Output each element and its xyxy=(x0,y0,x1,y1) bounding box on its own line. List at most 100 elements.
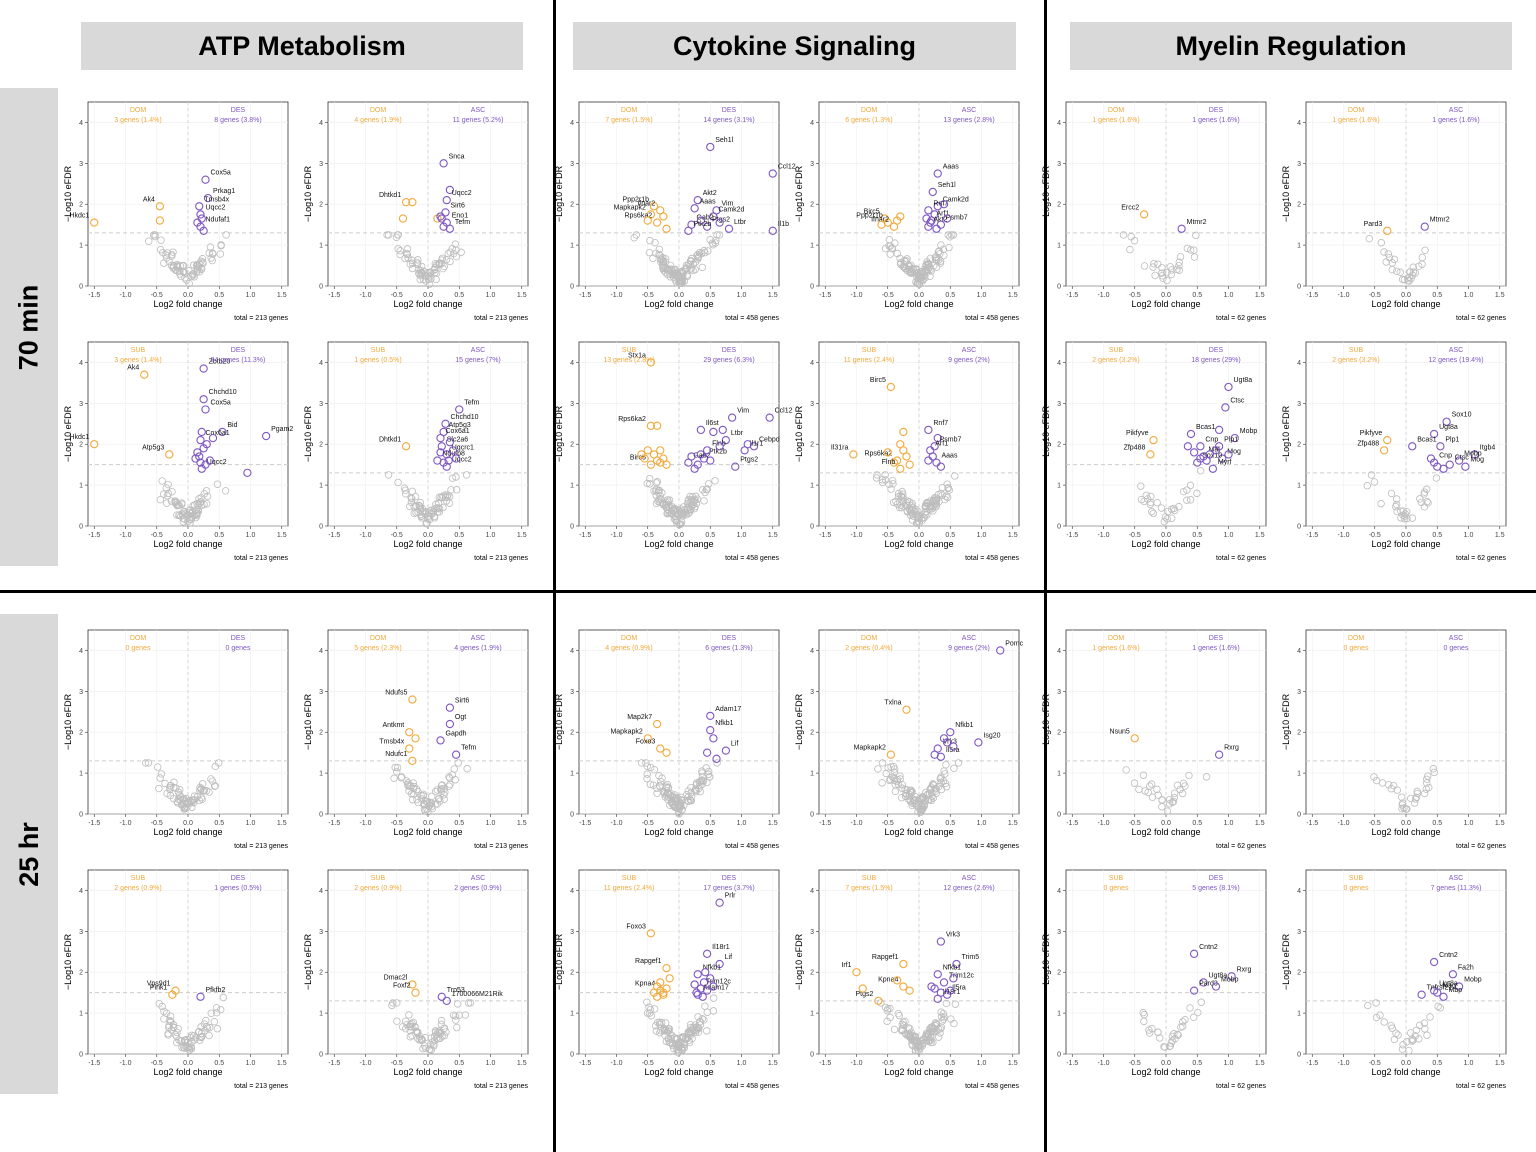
point-left-significant xyxy=(643,446,652,455)
point-nonsignificant xyxy=(926,786,935,794)
y-tick-label: 1 xyxy=(1297,483,1301,490)
gene-label: Arf1 xyxy=(935,440,948,447)
volcano-plot: -1.5 -1.0 -0.5 0.0 0.5 1.0 1.5 0 1 2 3 4 Dhtkd1 Snca U… xyxy=(303,101,528,322)
y-axis-label: −Log10 eFDR xyxy=(1281,405,1291,462)
point-nonsignificant xyxy=(205,788,213,796)
point-right-significant xyxy=(437,992,446,1001)
x-tick-label: 1.5 xyxy=(1008,532,1018,539)
point-right-significant xyxy=(1189,448,1199,457)
point-nonsignificant xyxy=(176,262,184,270)
gene-label: Tefm xyxy=(461,745,476,752)
point-nonsignificant xyxy=(406,1033,414,1041)
point-nonsignificant xyxy=(162,484,171,492)
point-nonsignificant xyxy=(661,1019,670,1027)
x-tick-label: 1.0 xyxy=(486,532,496,539)
point-nonsignificant xyxy=(1163,807,1172,815)
left-category-count: 2 genes (3.2%) xyxy=(1332,357,1379,364)
point-nonsignificant xyxy=(925,1025,934,1033)
point-right-significant xyxy=(1417,990,1426,999)
point-nonsignificant xyxy=(171,497,179,505)
point-nonsignificant xyxy=(216,250,225,258)
point-nonsignificant xyxy=(940,251,948,260)
y-tick-label: 0 xyxy=(810,284,814,291)
right-category-count: 6 genes (1.3%) xyxy=(705,645,752,652)
point-right-significant xyxy=(709,734,718,743)
y-axis-label: −Log10 eFDR xyxy=(63,165,73,222)
point-right-significant xyxy=(437,214,446,223)
gene-label: Gab2 xyxy=(693,453,710,460)
gene-label: Ltbr xyxy=(734,219,747,226)
point-nonsignificant xyxy=(940,767,948,775)
point-nonsignificant xyxy=(427,506,436,515)
point-right-significant xyxy=(201,175,210,184)
left-category-label: DOM xyxy=(370,107,387,114)
x-tick-label: -1.5 xyxy=(819,292,831,299)
point-right-significant xyxy=(932,224,941,233)
x-tick-label: -1.0 xyxy=(1097,820,1109,827)
gene-label: Mag xyxy=(1442,983,1456,990)
right-category-count: 5 genes (8.1%) xyxy=(1192,885,1239,892)
point-nonsignificant xyxy=(429,1040,438,1048)
x-tick-label: 1.0 xyxy=(737,292,747,299)
point-nonsignificant xyxy=(692,492,700,500)
x-tick-label: 1.5 xyxy=(277,820,287,827)
point-nonsignificant xyxy=(198,1032,206,1041)
y-tick-label: 1 xyxy=(1057,483,1061,490)
point-right-significant xyxy=(715,959,724,969)
point-right-significant xyxy=(201,460,210,469)
point-nonsignificant xyxy=(905,792,913,801)
y-tick-label: 1 xyxy=(570,771,574,778)
point-nonsignificant xyxy=(673,1040,681,1048)
point-nonsignificant xyxy=(413,260,422,268)
x-tick-label: 0.5 xyxy=(1192,532,1202,539)
y-tick-label: 4 xyxy=(570,888,574,895)
point-nonsignificant xyxy=(898,781,906,789)
point-nonsignificant xyxy=(882,769,890,778)
x-tick-label: 1.0 xyxy=(1464,1060,1474,1067)
y-tick-label: 3 xyxy=(810,929,814,936)
point-right-significant xyxy=(201,405,210,414)
point-right-significant xyxy=(1211,982,1221,991)
point-nonsignificant xyxy=(179,268,188,276)
point-right-significant xyxy=(693,970,702,979)
gene-label: Vim xyxy=(737,408,749,415)
right-category-count: 2 genes (0.9%) xyxy=(454,885,501,892)
point-nonsignificant xyxy=(1417,498,1426,507)
point-nonsignificant xyxy=(163,499,171,507)
point-nonsignificant xyxy=(706,773,714,781)
y-tick-label: 1 xyxy=(79,483,83,490)
gene-label: Birc5 xyxy=(630,455,646,462)
point-left-significant xyxy=(643,216,652,225)
y-tick-label: 2 xyxy=(1297,730,1301,737)
point-right-significant xyxy=(1196,454,1205,463)
row-header-25hr: 25 hr xyxy=(0,614,58,1094)
point-nonsignificant xyxy=(890,1025,899,1034)
y-axis-label: −Log10 eFDR xyxy=(303,693,313,750)
point-nonsignificant xyxy=(919,803,927,811)
point-nonsignificant xyxy=(170,783,178,792)
point-nonsignificant xyxy=(653,784,661,792)
point-nonsignificant xyxy=(157,770,166,778)
point-nonsignificant xyxy=(170,1023,178,1031)
gene-label: Nfkb1 xyxy=(715,720,733,727)
point-right-significant xyxy=(1218,454,1227,463)
point-right-significant xyxy=(203,193,213,203)
right-category-count: 1 genes (1.6%) xyxy=(1192,117,1239,124)
y-tick-label: 2 xyxy=(319,202,323,209)
x-axis-label: Log2 fold change xyxy=(1371,1067,1440,1077)
volcano-plot: -1.5 -1.0 -0.5 0.0 0.5 1.0 1.5 0 1 2 3 4 Dmac2l Foxf2… xyxy=(303,869,528,1090)
y-tick-label: 1 xyxy=(570,1011,574,1018)
point-nonsignificant xyxy=(650,1005,659,1013)
x-tick-label: 1.5 xyxy=(277,532,287,539)
point-nonsignificant xyxy=(678,1033,686,1042)
right-category-label: ASC xyxy=(962,875,976,882)
volcano-plot-panel: -1.5 -1.0 -0.5 0.0 0.5 1.0 1.5 0 1 2 3 4 Cntn2 Rxrg Ug… xyxy=(1040,868,1270,1108)
total-genes-label: total = 213 genes xyxy=(474,315,528,322)
point-right-significant xyxy=(439,222,448,231)
point-left-significant xyxy=(1379,446,1389,455)
point-nonsignificant xyxy=(942,999,951,1008)
column-header-myelin: Myelin Regulation xyxy=(1070,22,1512,70)
gene-label: Foxo3 xyxy=(636,739,656,746)
gene-label: Rnf7 xyxy=(933,420,948,427)
point-nonsignificant xyxy=(437,787,446,796)
